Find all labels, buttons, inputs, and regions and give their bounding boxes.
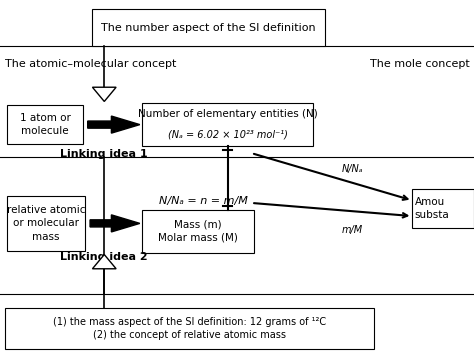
FancyBboxPatch shape — [412, 189, 474, 228]
FancyBboxPatch shape — [92, 9, 325, 46]
Text: The mole concept: The mole concept — [370, 59, 469, 69]
Polygon shape — [90, 215, 140, 232]
FancyBboxPatch shape — [5, 308, 374, 349]
Text: Amou
substa: Amou substa — [415, 197, 449, 220]
Text: N/Nₐ: N/Nₐ — [341, 164, 363, 174]
Polygon shape — [92, 87, 116, 101]
FancyBboxPatch shape — [142, 210, 254, 253]
Text: Linking idea 2: Linking idea 2 — [61, 252, 148, 262]
Text: relative atomic
or molecular
mass: relative atomic or molecular mass — [7, 205, 85, 242]
Text: (1) the mass aspect of the SI definition: 12 grams of ¹²C
(2) the concept of rel: (1) the mass aspect of the SI definition… — [53, 317, 326, 340]
Text: N/Nₐ = n = m/M: N/Nₐ = n = m/M — [159, 196, 248, 206]
Text: Mass (m)
Molar mass (M): Mass (m) Molar mass (M) — [158, 220, 238, 243]
FancyBboxPatch shape — [7, 105, 83, 144]
Text: m/M: m/M — [341, 225, 363, 235]
Polygon shape — [88, 116, 140, 133]
FancyBboxPatch shape — [142, 103, 313, 146]
FancyBboxPatch shape — [7, 196, 85, 251]
Text: (Nₐ = 6.02 × 10²³ mol⁻¹): (Nₐ = 6.02 × 10²³ mol⁻¹) — [168, 130, 287, 140]
Text: The atomic–molecular concept: The atomic–molecular concept — [5, 59, 176, 69]
Text: The number aspect of the SI definition: The number aspect of the SI definition — [101, 22, 316, 33]
Text: 1 atom or
molecule: 1 atom or molecule — [19, 113, 71, 136]
Text: Linking idea 1: Linking idea 1 — [61, 149, 148, 159]
Polygon shape — [92, 255, 116, 269]
Text: Number of elementary entities (N): Number of elementary entities (N) — [137, 109, 318, 119]
